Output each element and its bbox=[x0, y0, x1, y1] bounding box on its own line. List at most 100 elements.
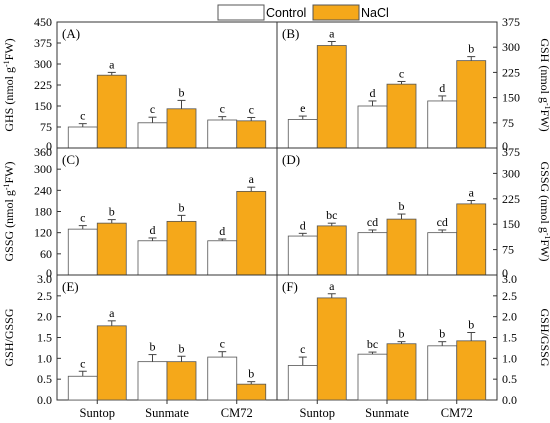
y-tick-label: 75 bbox=[502, 116, 514, 130]
significance-letter: b bbox=[399, 199, 405, 213]
bar-control-cm72 bbox=[427, 100, 458, 149]
legend-label-control: Control bbox=[266, 6, 306, 20]
significance-letter: d bbox=[219, 224, 225, 238]
y-axis-label-superscript: -1 bbox=[543, 233, 550, 240]
bar-control-sunmate bbox=[137, 240, 168, 276]
y-tick-label: 180 bbox=[34, 205, 52, 219]
y-tick-label: 0.5 bbox=[502, 372, 517, 386]
bar-nacl-suntop bbox=[316, 225, 347, 276]
bar-control-sunmate bbox=[137, 361, 168, 401]
y-tick-label: 375 bbox=[502, 15, 520, 29]
bar-control-cm72 bbox=[207, 119, 238, 149]
bar-control-suntop bbox=[67, 375, 98, 401]
significance-letter: c bbox=[300, 342, 305, 356]
significance-letter: d bbox=[370, 86, 376, 100]
panel-label: (A) bbox=[62, 26, 80, 41]
panel-B: 0 75 150 225 300 375 GSH (nmol g-1FW) (B) e a d c d b bbox=[276, 15, 550, 153]
y-tick-label: 1.0 bbox=[37, 351, 52, 365]
significance-letter: b bbox=[179, 85, 185, 99]
y-tick-label: 375 bbox=[502, 145, 520, 159]
y-axis-label-main: GSH (nmol g bbox=[538, 38, 550, 103]
bar-nacl-suntop bbox=[316, 297, 347, 401]
y-axis-label-unit: FW) bbox=[2, 161, 16, 183]
significance-letter: cd bbox=[367, 215, 378, 229]
significance-letter: a bbox=[329, 279, 335, 293]
y-tick-label: 0 bbox=[502, 266, 508, 280]
y-tick-label: 150 bbox=[502, 217, 520, 231]
significance-letter: c bbox=[80, 356, 85, 370]
panel-label: (D) bbox=[282, 152, 300, 167]
significance-letter: c bbox=[220, 337, 225, 351]
bar-control-suntop bbox=[287, 365, 318, 401]
significance-letter: d bbox=[150, 223, 156, 237]
significance-letter: c bbox=[80, 211, 85, 225]
legend-swatch-nacl bbox=[312, 4, 360, 21]
y-tick-label: 360 bbox=[34, 145, 52, 159]
bar-control-suntop bbox=[67, 126, 98, 149]
category-label-suntop: Suntop bbox=[80, 406, 115, 420]
y-tick-label: 2.0 bbox=[502, 310, 517, 324]
y-tick-label: 1.5 bbox=[37, 331, 52, 345]
significance-letter: a bbox=[109, 306, 115, 320]
y-tick-label: 0.0 bbox=[37, 393, 52, 407]
y-tick-label: 240 bbox=[34, 183, 52, 197]
y-axis-label-unit: FW) bbox=[2, 38, 16, 60]
y-axis-label-main: GSH/GSSG bbox=[2, 308, 16, 366]
y-tick-label: 3.0 bbox=[37, 272, 52, 286]
y-axis-label-main: GSH/GSSG bbox=[538, 308, 550, 366]
bar-control-sunmate bbox=[137, 122, 168, 149]
bar-nacl-suntop bbox=[96, 325, 127, 401]
panel-label: (E) bbox=[62, 279, 79, 294]
significance-letter: bc bbox=[367, 337, 378, 351]
y-axis-label-main: GSSG (nmol g bbox=[2, 190, 16, 261]
bar-nacl-sunmate bbox=[166, 220, 197, 276]
bar-nacl-sunmate bbox=[386, 83, 417, 149]
y-tick-label: 3.0 bbox=[502, 272, 517, 286]
bar-nacl-cm72 bbox=[236, 120, 267, 149]
y-axis-label-superscript: -1 bbox=[2, 183, 11, 190]
y-tick-label: 375 bbox=[34, 36, 52, 50]
significance-letter: b bbox=[109, 205, 115, 219]
significance-letter: b bbox=[468, 318, 474, 332]
y-axis-label-unit: FW) bbox=[538, 110, 550, 132]
y-tick-label: 2.5 bbox=[502, 289, 517, 303]
y-tick-label: 1.0 bbox=[502, 351, 517, 365]
y-axis-label: GSH/GSSG bbox=[2, 308, 16, 366]
significance-letter: b bbox=[439, 327, 445, 341]
panel-E: 0.0 0.5 1.0 1.5 2.0 2.5 3.0 GSH/GSSG (E) c a Suntop… bbox=[2, 272, 278, 420]
bar-control-cm72 bbox=[207, 356, 238, 401]
significance-letter: a bbox=[329, 26, 335, 40]
bar-nacl-sunmate bbox=[386, 218, 417, 276]
panel-label: (C) bbox=[62, 152, 79, 167]
significance-letter: b bbox=[399, 327, 405, 341]
y-tick-label: 120 bbox=[34, 226, 52, 240]
legend-label-nacl: NaCl bbox=[361, 6, 389, 20]
bar-control-suntop bbox=[287, 235, 318, 276]
y-tick-label: 150 bbox=[502, 91, 520, 105]
significance-letter: b bbox=[179, 200, 185, 214]
bar-nacl-cm72 bbox=[456, 60, 487, 149]
bar-nacl-suntop bbox=[96, 74, 127, 149]
y-tick-label: 300 bbox=[34, 162, 52, 176]
y-axis-label-unit: FW) bbox=[538, 240, 550, 262]
y-axis-label: GSH (nmol g-1FW) bbox=[538, 38, 550, 131]
y-axis-label: GSSG (nmol g-1FW) bbox=[538, 161, 550, 261]
significance-letter: c bbox=[399, 66, 404, 80]
y-tick-label: 0 bbox=[46, 139, 52, 153]
y-axis-label-superscript: -1 bbox=[2, 60, 11, 67]
y-axis-label: GSH/GSSG bbox=[538, 308, 550, 366]
significance-letter: e bbox=[300, 101, 305, 115]
bar-control-cm72 bbox=[207, 240, 238, 276]
category-label-cm72: CM72 bbox=[221, 406, 253, 420]
y-tick-label: 225 bbox=[502, 65, 520, 79]
bar-control-cm72 bbox=[427, 345, 458, 401]
y-tick-label: 60 bbox=[40, 247, 52, 261]
significance-letter: b bbox=[179, 341, 185, 355]
significance-letter: cd bbox=[437, 215, 448, 229]
bar-control-suntop bbox=[67, 228, 98, 276]
bar-control-sunmate bbox=[357, 105, 388, 149]
category-label-sunmate: Sunmate bbox=[145, 406, 189, 420]
category-label-sunmate: Sunmate bbox=[365, 406, 409, 420]
panel-label: (B) bbox=[282, 26, 299, 41]
